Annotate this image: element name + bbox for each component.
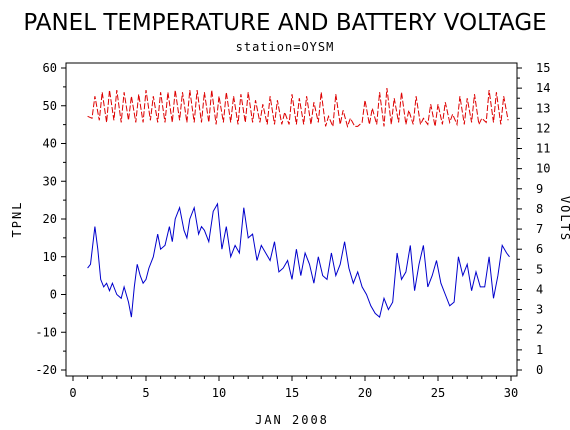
y2-axis-label: VOLTS	[558, 196, 570, 242]
y2-tick-label: 10	[536, 162, 550, 176]
y-tick-label: -20	[35, 363, 57, 377]
y-tick-label: 10	[43, 250, 57, 264]
y2-tick-label: 5	[536, 262, 543, 276]
y2-tick-label: 13	[536, 101, 550, 115]
y2-tick-label: 7	[536, 222, 543, 236]
x-tick-label: 20	[358, 386, 372, 400]
y-tick-label: 30	[43, 174, 57, 188]
series-layer	[87, 88, 510, 319]
volts-series-line	[87, 88, 509, 129]
y2-tick-label: 8	[536, 202, 543, 216]
x-axis-label: JAN 2008	[255, 413, 329, 427]
y-tick-label: -10	[35, 325, 57, 339]
y-tick-label: 20	[43, 212, 57, 226]
left-axis: -20 -10 0 10 20 30 40 50 60	[35, 61, 66, 377]
y2-tick-label: 3	[536, 303, 543, 317]
y-tick-label: 40	[43, 137, 57, 151]
x-tick-label: 5	[142, 386, 149, 400]
y2-tick-label: 14	[536, 81, 550, 95]
y-tick-label: 60	[43, 61, 57, 75]
x-tick-label: 25	[431, 386, 445, 400]
y2-tick-label: 1	[536, 343, 543, 357]
tpnl-series-line	[87, 202, 510, 319]
x-tick-label: 10	[212, 386, 226, 400]
chart-title: PANEL TEMPERATURE AND BATTERY VOLTAGE	[23, 10, 546, 36]
x-tick-label: 30	[504, 386, 518, 400]
y-tick-label: 50	[43, 99, 57, 113]
x-axis: 0 5 10 15 20 25 30	[69, 376, 518, 400]
x-tick-label: 0	[69, 386, 76, 400]
y2-tick-label: 11	[536, 142, 550, 156]
y2-tick-label: 15	[536, 61, 550, 75]
y2-tick-label: 4	[536, 282, 543, 296]
chart-subtitle: station=OYSM	[236, 40, 335, 54]
y2-tick-label: 6	[536, 242, 543, 256]
y2-tick-label: 12	[536, 121, 550, 135]
x-tick-label: 15	[285, 386, 299, 400]
y2-tick-label: 2	[536, 323, 543, 337]
y2-tick-label: 9	[536, 182, 543, 196]
y2-tick-label: 0	[536, 363, 543, 377]
y-tick-label: 0	[50, 288, 57, 302]
y-axis-label: TPNL	[10, 201, 24, 238]
